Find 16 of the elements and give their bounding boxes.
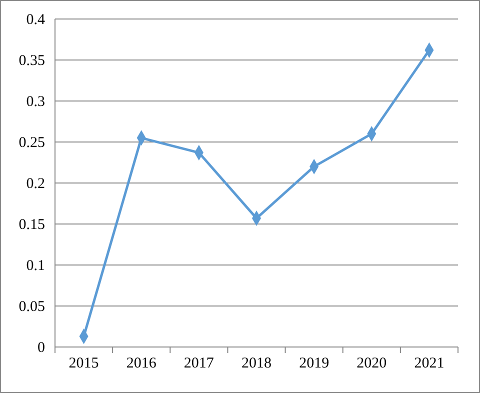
y-tick-label: 0.05 bbox=[18, 298, 45, 315]
y-tick-label: 0.15 bbox=[18, 216, 45, 233]
x-tick-label: 2019 bbox=[299, 356, 330, 372]
y-tick-label: 0.4 bbox=[26, 12, 46, 28]
y-tick-label: 0.35 bbox=[18, 52, 45, 69]
y-tick-label: 0 bbox=[38, 340, 45, 356]
y-tick-label: 0.25 bbox=[18, 134, 45, 151]
x-tick-label: 2020 bbox=[356, 356, 387, 372]
y-tick-label: 0.1 bbox=[26, 258, 45, 274]
x-tick-label: 2021 bbox=[414, 356, 444, 372]
x-tick-label: 2015 bbox=[68, 356, 99, 372]
x-tick-label: 2018 bbox=[242, 356, 272, 372]
x-tick-label: 2017 bbox=[184, 356, 214, 372]
y-tick-label: 0.3 bbox=[26, 94, 45, 110]
x-tick-label: 2016 bbox=[126, 356, 157, 372]
y-tick-label: 0.2 bbox=[26, 176, 45, 192]
